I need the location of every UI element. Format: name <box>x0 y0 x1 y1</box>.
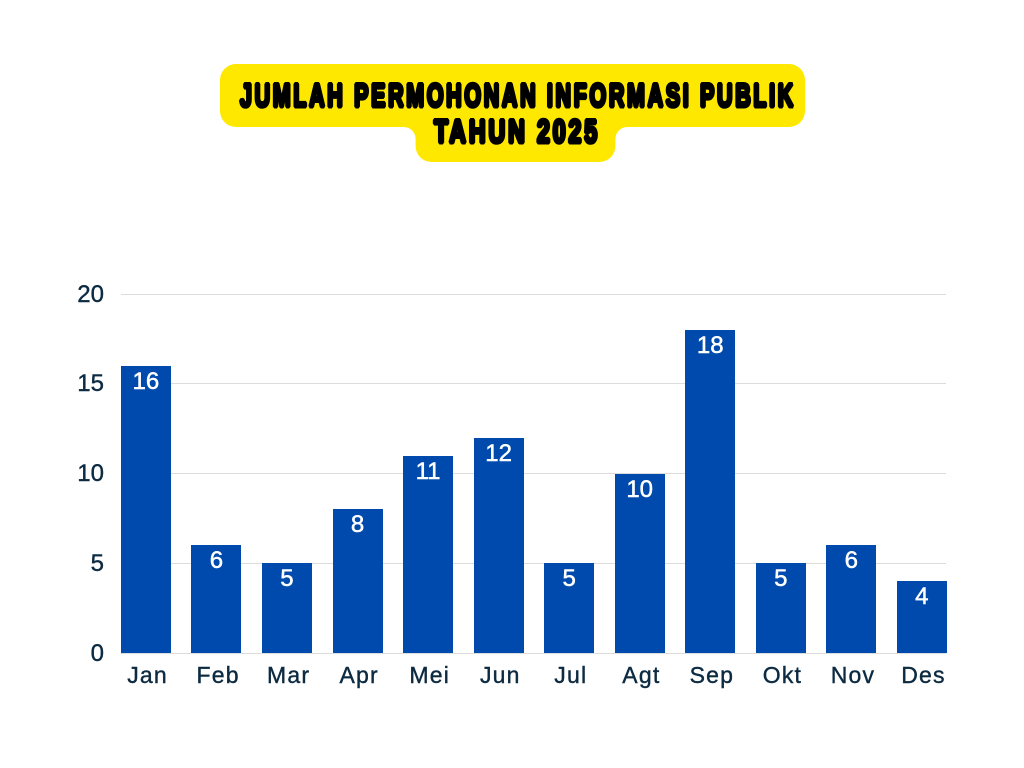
svg-text:JUMLAH PERMOHONAN INFORMASI PU: JUMLAH PERMOHONAN INFORMASI PUBLIK <box>240 77 796 113</box>
svg-text:TAHUN 2025: TAHUN 2025 <box>434 114 600 150</box>
